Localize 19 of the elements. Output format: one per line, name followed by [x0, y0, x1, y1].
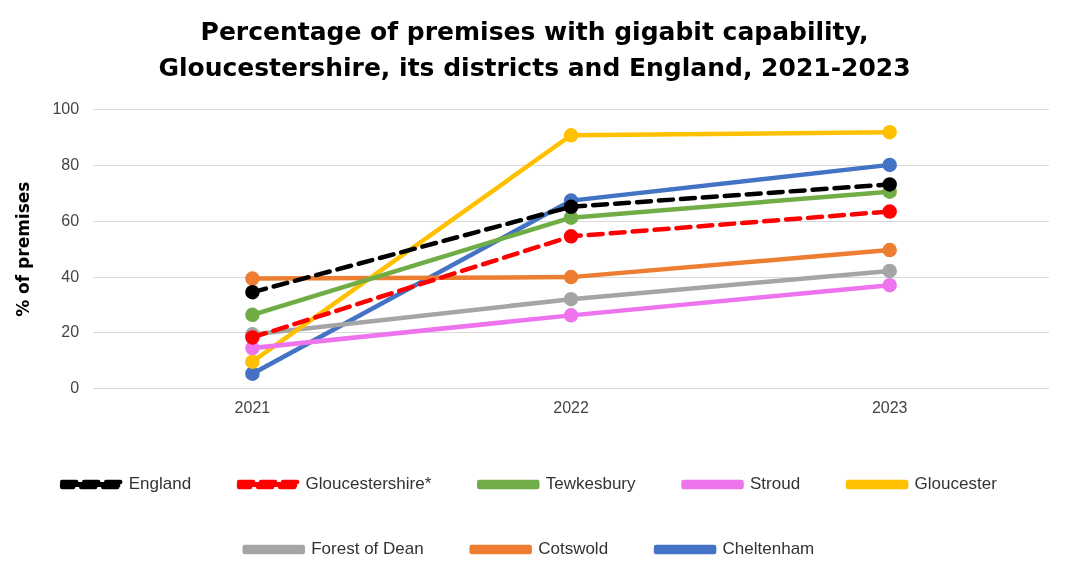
legend-label: Cotswold [538, 539, 609, 559]
y-tick-label: 60 [61, 211, 80, 229]
legend-label: England [128, 474, 192, 494]
y-tick-label: 0 [70, 379, 80, 397]
x-tick-label: 2021 [234, 398, 271, 416]
x-tick-label: 2022 [553, 398, 589, 416]
legend-label: Gloucestershire* [305, 474, 432, 494]
y-tick-label: 40 [61, 267, 80, 285]
legend-label: Stroud [750, 474, 801, 494]
y-tick-label: 20 [61, 323, 80, 341]
legend-label: Cheltenham [722, 539, 815, 559]
legend-label: Forest of Dean [311, 539, 424, 559]
legend-label: Gloucester [914, 474, 998, 494]
chart-title: Percentage of premises with gigabit capability, Gloucestershire, its districts and England, 2021-2023 [157, 16, 912, 84]
legend-label: Tewkesbury [545, 474, 637, 494]
x-tick-label: 2023 [871, 398, 908, 416]
y-tick-label: 80 [61, 155, 80, 173]
y-tick-label: 100 [52, 100, 80, 118]
y-axis-title: % of premises [12, 181, 33, 317]
